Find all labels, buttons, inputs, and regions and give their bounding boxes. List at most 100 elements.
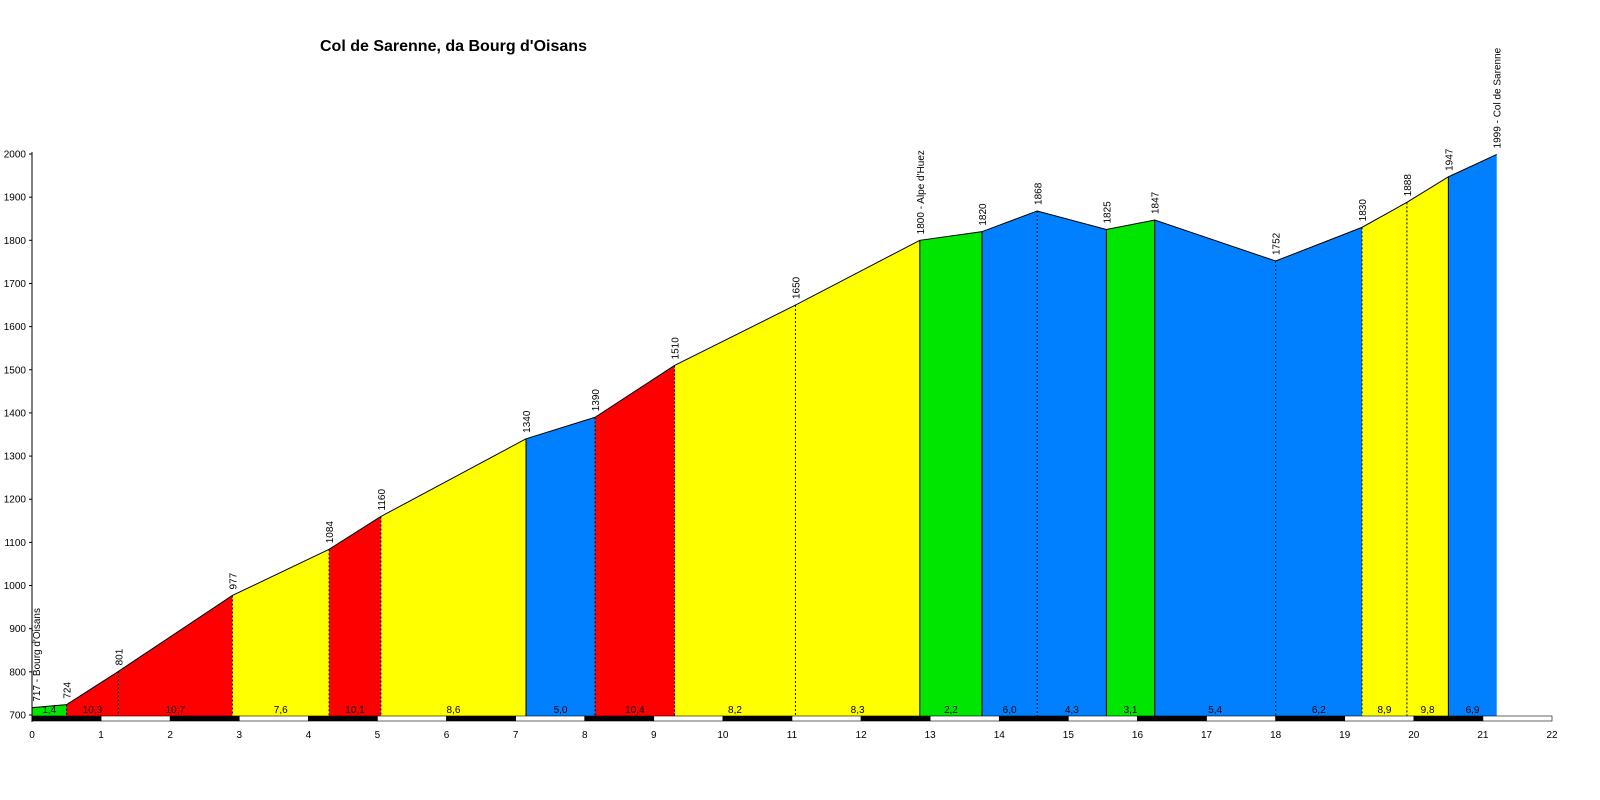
km-bar-7	[515, 715, 586, 722]
x-tick-label-0: 0	[29, 730, 35, 741]
km-bar-10	[722, 715, 793, 722]
km-bar-3	[238, 715, 309, 722]
y-tick-label-900: 900	[9, 624, 26, 635]
km-bar-15	[1068, 715, 1138, 722]
y-tick-label-1100: 1100	[4, 538, 26, 549]
y-tick-label-1600: 1600	[4, 322, 27, 333]
segment-15	[1275, 227, 1362, 716]
point-label-7: 1390	[591, 389, 602, 412]
km-bar-12	[860, 715, 931, 722]
x-tick-label-16: 16	[1132, 730, 1144, 741]
segment-11	[982, 210, 1038, 716]
point-label-16: 1830	[1358, 199, 1369, 222]
segment-18	[1448, 154, 1497, 717]
gradient-label-16: 8,9	[1378, 705, 1392, 716]
point-label-0: 717 - Bourg d'Oisans	[32, 608, 43, 702]
point-label-5: 1160	[377, 489, 388, 511]
x-tick-label-17: 17	[1201, 730, 1213, 741]
gradient-label-6: 5,0	[554, 705, 568, 716]
x-tick-label-14: 14	[994, 730, 1006, 741]
x-tick-label-4: 4	[306, 730, 312, 741]
x-tick-label-22: 22	[1546, 730, 1558, 741]
km-bar-21	[1482, 715, 1553, 722]
gradient-label-1: 10,3	[83, 705, 103, 716]
x-tick-label-10: 10	[717, 730, 729, 741]
segment-5	[380, 438, 526, 716]
segment-8	[674, 305, 796, 716]
gradient-label-2: 10,7	[166, 705, 186, 716]
x-tick-label-15: 15	[1063, 730, 1075, 741]
y-tick-label-1700: 1700	[4, 279, 27, 290]
gradient-label-7: 10,4	[625, 705, 645, 716]
x-tick-label-8: 8	[582, 730, 588, 741]
gradient-label-8: 8,2	[728, 705, 742, 716]
point-label-8: 1510	[671, 337, 682, 360]
segment-13	[1106, 220, 1155, 716]
y-tick-label-1300: 1300	[4, 452, 27, 463]
gradient-label-18: 6,9	[1466, 705, 1480, 716]
point-label-9: 1650	[791, 276, 802, 299]
segment-17	[1406, 176, 1449, 717]
segments-layer	[32, 154, 1497, 717]
km-bar-2	[169, 715, 240, 722]
segment-2	[118, 595, 233, 716]
segment-12	[1037, 210, 1107, 716]
km-bar-18	[1275, 715, 1346, 722]
gradient-label-11: 6,0	[1003, 705, 1017, 716]
gradient-label-10: 2,2	[944, 705, 958, 716]
point-label-11: 1820	[978, 203, 989, 226]
km-bar-13	[929, 715, 1000, 722]
point-label-12: 1868	[1033, 182, 1044, 205]
gradient-label-15: 6,2	[1312, 705, 1326, 716]
segment-9	[795, 240, 920, 717]
km-bar-9	[653, 715, 724, 722]
y-tick-label-700: 700	[9, 711, 26, 722]
segment-1	[66, 671, 119, 716]
km-bar-16	[1137, 715, 1207, 722]
y-tick-label-1500: 1500	[4, 365, 27, 376]
point-label-18: 1947	[1444, 148, 1455, 171]
profile-line-layer	[31, 153, 1497, 709]
y-tick-label-2000: 2000	[4, 150, 27, 161]
km-bar-11	[791, 715, 862, 722]
segment-7	[595, 365, 675, 716]
segment-16	[1362, 202, 1407, 717]
y-tick-label-1200: 1200	[4, 495, 27, 506]
x-tick-label-7: 7	[513, 730, 519, 741]
point-label-19: 1999 - Col de Sarenne	[1493, 47, 1504, 148]
gradient-label-14: 5,4	[1208, 705, 1222, 716]
y-tick-label-1400: 1400	[4, 408, 27, 419]
km-bar-5	[377, 715, 447, 722]
x-tick-label-11: 11	[787, 730, 798, 741]
km-bar-8	[584, 715, 655, 722]
x-tick-label-12: 12	[856, 730, 868, 741]
point-label-1: 724	[63, 682, 74, 699]
gradient-label-3: 7,6	[274, 705, 288, 716]
chart-title: Col de Sarenne, da Bourg d'Oisans	[320, 38, 587, 55]
point-label-4: 1084	[325, 521, 336, 544]
km-bar-0	[31, 715, 102, 722]
point-label-10: 1800 - Alpe d'Huez	[916, 150, 927, 234]
x-tick-label-3: 3	[236, 730, 242, 741]
tick-labels-layer: 0 1 2 3 4 5 6 7 8 9 10 11 12 13 14 15 16 17 18 19 20 21 227008…	[4, 150, 1558, 742]
x-tick-label-18: 18	[1270, 730, 1282, 741]
x-tick-label-5: 5	[375, 730, 381, 741]
segment-6	[526, 417, 596, 716]
y-tick-label-1800: 1800	[4, 236, 27, 247]
point-labels-layer: 717 - Bourg d'Oisans 724 801 977 1084 1160 134…	[32, 47, 1504, 701]
segment-4	[329, 516, 381, 716]
y-tick-label-1900: 1900	[4, 193, 27, 204]
axes-layer	[29, 152, 33, 722]
x-tick-label-20: 20	[1408, 730, 1420, 741]
point-label-13: 1825	[1102, 201, 1113, 224]
gradient-labels-layer: 1,4 10,3 10,7 7,6 10,1 8,6 5,0 10,4 8,2 8,3 2,2 6,0…	[42, 705, 1480, 716]
point-label-14: 1847	[1151, 191, 1162, 214]
x-tick-label-13: 13	[925, 730, 937, 741]
segment-3	[232, 549, 330, 716]
x-tick-label-2: 2	[167, 730, 173, 741]
segment-10	[919, 231, 982, 716]
y-tick-label-1000: 1000	[4, 581, 27, 592]
x-tick-label-9: 9	[651, 730, 657, 741]
km-bar-4	[308, 715, 378, 722]
x-tick-label-21: 21	[1477, 730, 1489, 741]
